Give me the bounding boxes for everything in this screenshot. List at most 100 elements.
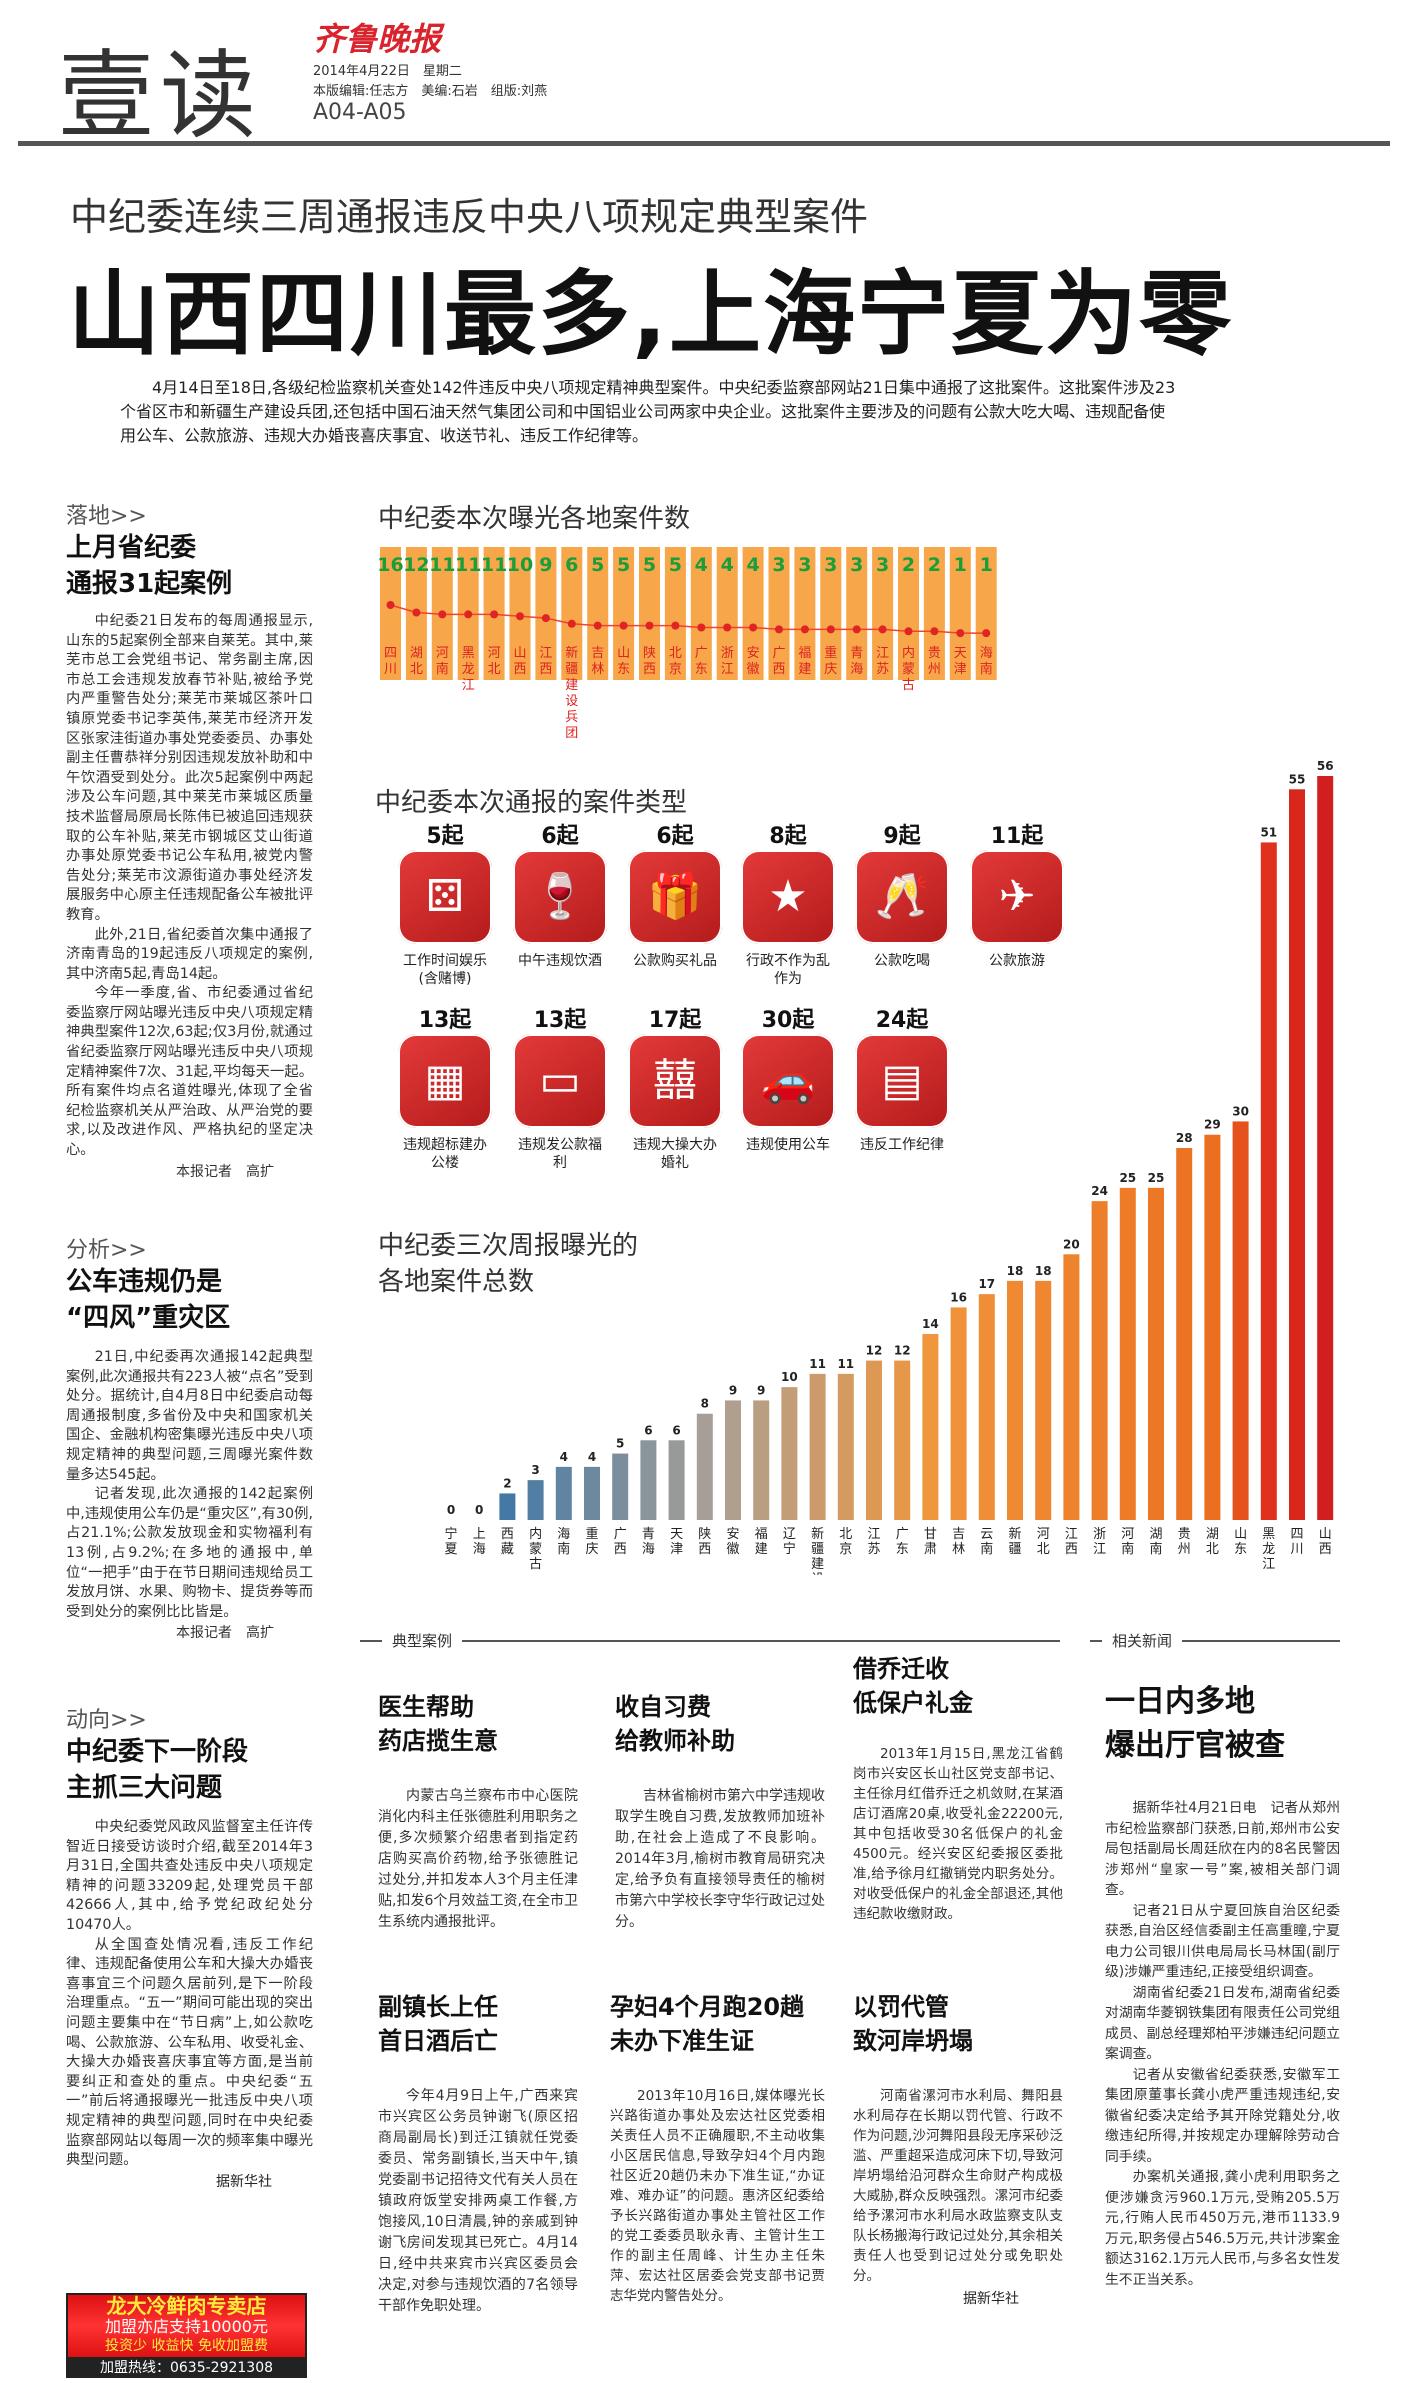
category-label: 广 [896, 1527, 909, 1542]
category-label: 内 [902, 645, 915, 661]
category-label: 西 [698, 1542, 711, 1557]
data-label: 5 [617, 554, 630, 576]
typical-cases-rule [360, 1640, 1060, 1642]
bar [527, 1480, 544, 1520]
news-body: 据新华社4月21日电 记者从郑州市纪检监察部门获悉,日前,郑州市公安局包括副局长… [1105, 1798, 1340, 2290]
paragraph: 办案机关通报,龚小虎利用职务之便涉嫌贪污960.1万元,受贿205.5万元,行贿… [1105, 2169, 1340, 2288]
paragraph: 从全国查处情况看,违反工作纪律、违规配备使用公车和大操大办婚丧喜事宜三个问题久居… [66, 1936, 313, 2169]
masthead-divider [18, 141, 1390, 146]
data-label: 24 [1091, 1184, 1108, 1198]
bar-group: 1 天津 [949, 547, 971, 680]
advertisement-banner[interactable]: 龙大冷鲜肉专卖店 加盟亦店支持10000元 投资少 收益快 免收加盟费 [66, 2293, 307, 2359]
intro-paragraph: 4月14日至18日,各级纪检监察机关查处142件违反中央八项规定精神典型案件。中… [120, 378, 1176, 445]
paragraph: 河南省漯河市水利局、舞阳县水利局存在长期以罚代管、行政不作为问题,沙河舞阳县段无… [853, 2088, 1063, 2284]
category-label: 江 [876, 646, 889, 661]
article-body-landing: 中纪委21日发布的每周通报显示,山东的5起案例全部来自莱芜。其中,莱芜市总工会党… [66, 612, 313, 1161]
data-label: 10 [507, 554, 533, 576]
case-birth-permit: 孕妇4个月跑20趟 未办下准生证 2013年10月16日,媒体曝光长兴路街道办事… [610, 1990, 825, 2306]
data-label: 3 [824, 554, 837, 576]
category-label: 浙 [721, 646, 734, 661]
case-title-1: 借乔迁收 [853, 1655, 949, 1683]
category-label: 东 [896, 1542, 909, 1557]
category-label: 重 [585, 1526, 598, 1542]
main-headline: 山西四川最多,上海宁夏为零 [68, 261, 1233, 368]
category-label: 云 [980, 1527, 993, 1542]
bar [380, 547, 401, 680]
bar [1091, 1201, 1108, 1520]
case-type-label: 公款吃喝 [874, 953, 930, 969]
bar [696, 1413, 713, 1520]
paragraph: 记者21日从宁夏回族自治区纪委获悉,自治区经信委副主任高重瞳,宁夏电力公司银川供… [1105, 1902, 1340, 1981]
bar [1317, 776, 1334, 1520]
data-label: 11 [837, 1357, 854, 1371]
category-label: 陕 [698, 1527, 711, 1542]
category-label: 徽 [726, 1542, 739, 1557]
data-label: 12 [894, 1344, 911, 1358]
bar-group: 0 上海 [473, 1503, 486, 1557]
category-label: 北 [669, 646, 682, 661]
case-type-count: 6起 [541, 824, 579, 849]
case-title-1: 孕妇4个月跑20趟 [610, 1993, 805, 2021]
category-label: 河 [436, 646, 449, 661]
category-label: 疆 [1008, 1542, 1021, 1557]
bar-group: 4 安徽 [742, 547, 764, 680]
bar [725, 1400, 741, 1520]
bar-group: 2 内蒙古 [898, 547, 919, 693]
bar-group: 3 江苏 [872, 547, 894, 680]
case-type-item: 24起 ▤ 违反工作纪律 [847, 1002, 957, 1154]
category-label: 西 [513, 662, 526, 677]
category-label: 团 [565, 726, 578, 741]
bar-group: 17 云南 [978, 1277, 995, 1557]
paragraph: 今年4月9日上午,广西来宾市兴宾区公务员钟谢飞(原区招商局副局长)到迁江镇就任党… [378, 2088, 578, 2314]
bar-group: 14 甘肃 [922, 1317, 939, 1557]
category-label: 建 [798, 662, 811, 677]
data-point [645, 621, 654, 630]
paragraph: 今年一季度,省、市纪委通过省纪委监察厅网站曝光违反中央八项规定精神典型案件12次… [66, 985, 313, 1159]
data-point [516, 612, 524, 621]
bar-group: 12 广东 [894, 1344, 911, 1557]
case-type-count: 5起 [426, 824, 464, 849]
bar-group: 6 天津 [668, 1423, 685, 1557]
section-tag-analysis: 分析>> [66, 1238, 147, 1263]
section-tag-landing: 落地>> [66, 504, 147, 529]
data-label: 29 [1204, 1118, 1221, 1132]
category-label: 海 [642, 1542, 655, 1557]
category-label: 京 [669, 662, 682, 677]
category-label: 贵 [1178, 1527, 1191, 1542]
data-point [412, 608, 421, 617]
data-point [878, 625, 887, 634]
category-label: 东 [617, 662, 630, 677]
left-column-analysis: 分析>> 公车违规仍是 “四风”重灾区 21日,中纪委再次通报142起典型案例,… [66, 1232, 313, 1642]
data-label: 0 [447, 1503, 455, 1517]
bar [612, 1453, 629, 1520]
data-point [438, 610, 447, 619]
data-label: 16 [950, 1290, 967, 1304]
category-label: 福 [755, 1527, 768, 1542]
reporter-byline: 本报记者 高扩 [176, 1625, 274, 1642]
category-label: 州 [928, 662, 941, 677]
bar [809, 1373, 826, 1520]
category-label: 北 [1206, 1542, 1219, 1557]
category-label: 肃 [924, 1542, 937, 1557]
bar-group: 51 黑龙江 [1260, 825, 1277, 1572]
paragraph: 中央纪委党风政风监督室主任许传智近日接受访谈时介绍,截至2014年3月31日,全… [66, 1819, 313, 1933]
category-label: 京 [839, 1542, 852, 1557]
bar-group: 5 广西 [612, 1437, 629, 1557]
bar-group: 18 河北 [1035, 1264, 1052, 1557]
category-label: 海 [557, 1527, 570, 1542]
ad-line-3: 投资少 收益快 免收加盟费 [105, 2338, 268, 2354]
case-type-label: 公款购买礼品 [633, 953, 717, 969]
category-label: 北 [839, 1527, 852, 1542]
case-body: 2013年1月15日,黑龙江省鹤岗市兴安区长山社区党支部书记、主任徐月红借乔迁之… [853, 1744, 1063, 1924]
category-label: 西 [501, 1527, 514, 1542]
case-type-count: 13起 [533, 1008, 587, 1033]
data-label: 11 [455, 554, 481, 576]
bar [1007, 1280, 1023, 1520]
case-body: 河南省漯河市水利局、舞阳县水利局存在长期以罚代管、行政不作为问题,沙河舞阳县段无… [853, 2086, 1063, 2286]
category-label: 广 [772, 646, 785, 661]
bar-group: 5 山东 [613, 547, 635, 680]
case-type-item: 5起 ⚄ 工作时间娱乐(含赌博) [390, 818, 500, 988]
category-label: 安 [747, 646, 760, 661]
data-label: 3 [850, 554, 863, 576]
data-point [956, 629, 965, 638]
